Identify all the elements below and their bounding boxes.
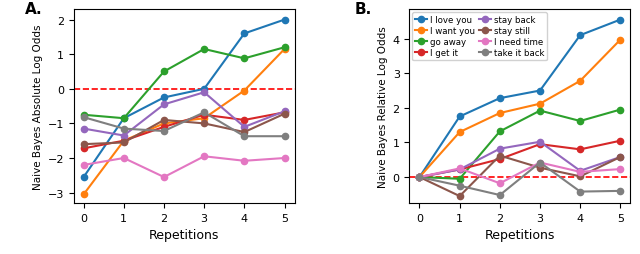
stay back [456,168,463,171]
I want you [577,80,584,83]
Line: I love you: I love you [417,17,623,180]
I need time [456,167,463,170]
take it back [616,189,624,193]
take it back [496,194,504,197]
stay back [616,156,624,159]
Text: A.: A. [25,3,43,17]
stay back [577,170,584,173]
go away [496,130,504,133]
Line: take it back: take it back [417,160,623,198]
I love you [536,90,544,93]
I love you [577,35,584,38]
Line: I need time: I need time [417,160,623,187]
stay still [415,176,423,179]
I get it [456,168,463,171]
take it back [577,190,584,193]
stay still [616,156,624,159]
X-axis label: Repetitions: Repetitions [149,228,220,241]
I get it [616,140,624,143]
I get it [496,158,504,161]
I get it [415,176,423,179]
I need time [616,168,624,171]
I get it [536,143,544,146]
I love you [616,19,624,22]
stay still [577,175,584,178]
X-axis label: Repetitions: Repetitions [484,228,555,241]
go away [456,178,463,181]
go away [415,176,423,179]
I love you [415,176,423,179]
I need time [496,182,504,185]
Text: B.: B. [354,3,371,17]
stay back [536,141,544,144]
I want you [415,176,423,179]
Line: I want you: I want you [417,37,623,180]
Line: I get it: I get it [417,138,623,180]
Y-axis label: Naive Bayes Relative Log Odds: Naive Bayes Relative Log Odds [378,26,388,187]
take it back [415,176,423,179]
take it back [536,161,544,164]
I need time [415,176,423,179]
Line: stay still: stay still [417,153,623,199]
Line: stay back: stay back [417,139,623,180]
I get it [577,148,584,151]
I want you [616,39,624,42]
stay still [456,195,463,198]
stay still [536,167,544,170]
Legend: I love you, I want you, go away, I get it, stay back, stay still, I need time, t: I love you, I want you, go away, I get i… [412,13,547,61]
I need time [536,161,544,164]
I want you [456,131,463,134]
Y-axis label: Naive Bayes Absolute Log Odds: Naive Bayes Absolute Log Odds [33,24,44,189]
Line: go away: go away [417,107,623,182]
take it back [456,184,463,187]
I need time [577,171,584,174]
go away [536,110,544,113]
stay back [415,176,423,179]
stay still [496,154,504,157]
I want you [536,103,544,106]
stay back [496,148,504,151]
I want you [496,112,504,115]
go away [616,109,624,112]
I love you [496,97,504,100]
go away [577,120,584,123]
I love you [456,116,463,119]
